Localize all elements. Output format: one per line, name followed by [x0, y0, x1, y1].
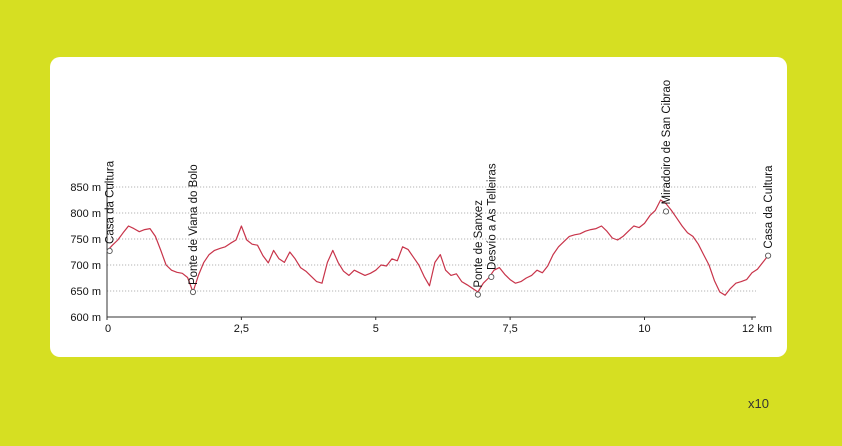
elevation-chart: 600 m 650 m 700 m 750 m 800 m 850 m 0 2,5 5 7,5 10… — [70, 80, 775, 335]
waypoint-label: Casa da Cultura — [763, 165, 775, 249]
elevation-line — [106, 199, 769, 296]
x-tick-label: 2,5 — [234, 323, 249, 335]
y-tick-label: 750 m — [70, 234, 101, 246]
elevation-card: 600 m 650 m 700 m 750 m 800 m 850 m 0 2,5 5 7,5 10… — [50, 57, 787, 357]
waypoint-marker — [662, 208, 670, 215]
waypoint-label: Ponte de Sanxez — [473, 200, 485, 288]
x-tick-label: 10 — [638, 323, 650, 335]
waypoint-label: Casa da Cultura — [105, 160, 117, 244]
x-tick-label: 0 — [105, 323, 111, 335]
y-tick-label: 850 m — [70, 182, 101, 194]
waypoint-marker — [106, 247, 113, 255]
waypoint-label: Miradoiro de San Cibrao — [661, 80, 673, 205]
x-tick-label: 12 km — [742, 323, 772, 335]
waypoint-marker — [765, 252, 772, 259]
x-tick-label: 7,5 — [502, 323, 517, 335]
y-tick-label: 650 m — [70, 286, 101, 298]
waypoint-label: Desvío a As Telleiras — [486, 163, 498, 270]
waypoint-marker — [474, 291, 481, 298]
y-tick-label: 600 m — [70, 312, 101, 324]
y-tick-label: 800 m — [70, 208, 101, 220]
y-tick-label: 700 m — [70, 260, 101, 272]
scale-note: x10 — [748, 396, 769, 411]
waypoint-marker — [189, 288, 197, 296]
waypoint-label: Ponte de Viana do Bolo — [188, 164, 200, 285]
waypoint-marker — [488, 273, 495, 281]
x-tick-label: 5 — [373, 323, 379, 335]
